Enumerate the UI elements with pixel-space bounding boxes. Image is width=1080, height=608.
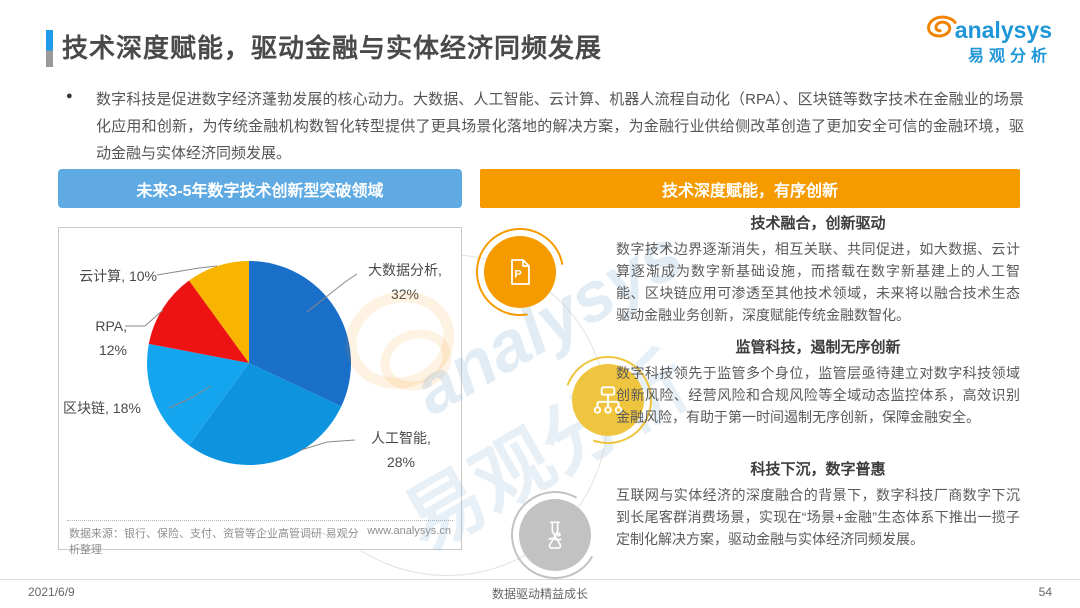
pie-label-ai: 人工智能, 28% — [353, 426, 449, 474]
right-panel-header: 技术深度赋能，有序创新 — [480, 169, 1020, 208]
section-heading: 科技下沉，数字普惠 — [750, 461, 886, 478]
svg-text:P: P — [514, 269, 521, 281]
pie-label-bigdata: 大数据分析, 32% — [353, 258, 457, 306]
pie-chart — [125, 261, 358, 465]
footer-divider — [0, 579, 1080, 580]
footer-slogan: 数据驱动精益成长 — [491, 587, 588, 601]
pie-label-rpa: RPA, 12% — [95, 318, 127, 358]
pie-slice-云计算 — [189, 261, 249, 363]
pie-label-text: 人工智能, — [371, 430, 431, 446]
section-body: 互联网与实体经济的深度融合的背景下，数字科技厂商数字下沉到长尾客群消费场景，实现… — [616, 487, 1020, 547]
pie-slice-人工智能 — [189, 363, 342, 465]
bullet-icon: ● — [66, 90, 73, 102]
flask-icon — [501, 481, 609, 589]
data-source-note: 数据来源：银行、保险、支付、资管等企业高管调研·易观分析整理 — [69, 528, 359, 556]
section-tech-fusion: 技术融合，创新驱动 数字技术边界逐渐消失，相互关联、共同促进，如大数据、云计算逐… — [616, 212, 1020, 326]
left-panel-header: 未来3-5年数字技术创新型突破领域 — [58, 169, 462, 208]
title-accent-bar — [46, 30, 53, 67]
sitemap-icon — [549, 341, 667, 459]
document-p-icon: P — [458, 210, 582, 334]
pie-label-text: 大数据分析, — [368, 262, 442, 278]
intro-paragraph: 数字科技是促进数字经济蓬勃发展的核心动力。大数据、人工智能、云计算、机器人流程自… — [96, 91, 1024, 162]
logo-wordmark: analysys — [954, 16, 1052, 43]
logo-cn-name: 易观分析 — [967, 48, 1052, 65]
brand-logo: analysys 易观分析 — [923, 14, 1052, 65]
section-heading: 技术融合，创新驱动 — [750, 215, 886, 232]
source-separator — [67, 520, 453, 521]
pie-slice-RPA — [148, 280, 249, 363]
logo-swirl-icon — [923, 14, 961, 46]
pie-slice-区块链 — [147, 343, 249, 446]
section-heading: 监管科技，遏制无序创新 — [735, 339, 901, 356]
page-title: 技术深度赋能，驱动金融与实体经济同频发展 — [62, 33, 603, 63]
pie-leader-lines — [125, 265, 358, 451]
pie-label-value: 32% — [390, 286, 420, 302]
pie-label-blockchain: 区块链, 18% — [63, 400, 141, 416]
section-body: 数字科技领先于监管多个身位，监管层亟待建立对数字科技领域创新风险、经营风险和合规… — [616, 365, 1020, 425]
section-inclusive-finance: 科技下沉，数字普惠 互联网与实体经济的深度融合的背景下，数字科技厂商数字下沉到长… — [616, 458, 1020, 550]
section-body: 数字技术边界逐渐消失，相互关联、共同促进，如大数据、云计算逐渐成为数字新基础设施… — [616, 241, 1020, 323]
footer-page-number: 54 — [1038, 585, 1052, 599]
website-link: www.analysys.cn — [367, 525, 451, 537]
pie-label-cloud: 云计算, 10% — [79, 268, 157, 284]
pie-label-value: 28% — [386, 454, 416, 470]
pie-chart-panel: 大数据分析, 32% 人工智能, 28% 区块链, 18% RPA, 12% 云… — [58, 227, 462, 556]
section-regtech: 监管科技，遏制无序创新 数字科技领先于监管多个身位，监管层亟待建立对数字科技领域… — [616, 336, 1020, 428]
footer-date: 2021/6/9 — [28, 585, 75, 599]
